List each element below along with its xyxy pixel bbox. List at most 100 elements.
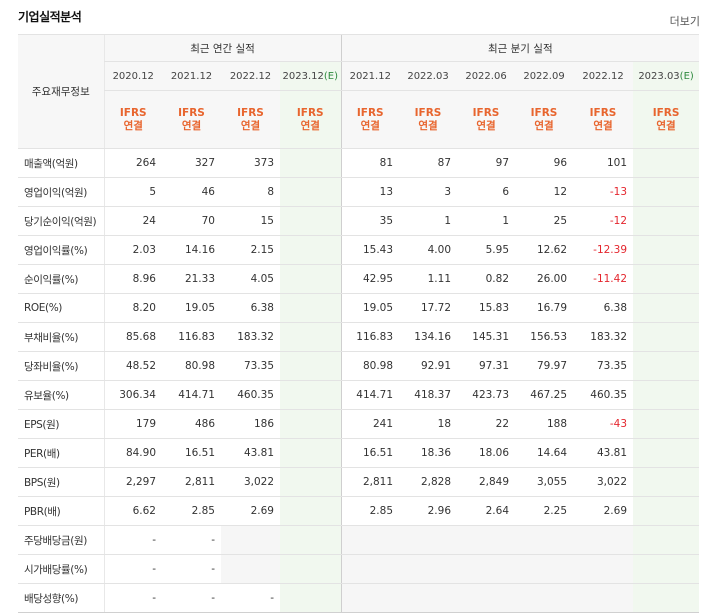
table-cell: 19.05 xyxy=(340,293,400,323)
row-label: 부채비율(%) xyxy=(18,322,104,352)
table-cell xyxy=(633,322,700,352)
table-cell xyxy=(573,525,634,555)
table-cell xyxy=(633,264,700,294)
table-cell xyxy=(515,554,574,584)
table-cell xyxy=(280,467,342,497)
row-label: 유보율(%) xyxy=(18,380,104,410)
table-cell: 2.15 xyxy=(221,235,280,265)
table-cell: 73.35 xyxy=(221,351,280,381)
table-cell xyxy=(280,438,342,468)
table-cell: 42.95 xyxy=(340,264,400,294)
table-cell: -43 xyxy=(573,409,634,439)
consolidated-label: 연결 xyxy=(123,119,143,132)
table-cell: 81 xyxy=(340,148,400,178)
table-row: 영업이익(억원) 5 46 8 13 3 6 12 -13 xyxy=(18,177,700,207)
table-cell: 2.69 xyxy=(573,496,634,526)
row-label: ROE(%) xyxy=(18,293,104,323)
table-cell: 414.71 xyxy=(340,380,400,410)
table-cell: 156.53 xyxy=(515,322,574,352)
table-cell xyxy=(633,496,700,526)
table-cell: 264 xyxy=(103,148,162,178)
table-cell: 14.16 xyxy=(162,235,221,265)
table-cell: - xyxy=(162,583,221,613)
consolidated-label: 연결 xyxy=(418,119,438,132)
ifrs-header: IFRS 연결 xyxy=(515,90,574,149)
table-cell: 116.83 xyxy=(340,322,400,352)
table-cell: 5.95 xyxy=(457,235,516,265)
table-cell: 84.90 xyxy=(103,438,162,468)
ifrs-header: IFRS 연결 xyxy=(103,90,162,149)
table-cell: - xyxy=(162,554,221,584)
table-cell: 241 xyxy=(340,409,400,439)
period-label: 2023.12 xyxy=(282,70,324,82)
table-cell xyxy=(221,554,280,584)
table-cell: 486 xyxy=(162,409,221,439)
row-label: PER(배) xyxy=(18,438,104,468)
table-cell: 85.68 xyxy=(103,322,162,352)
table-cell: -12.39 xyxy=(573,235,634,265)
table-cell: 16.79 xyxy=(515,293,574,323)
ifrs-label: IFRS xyxy=(530,106,558,119)
table-cell xyxy=(633,467,700,497)
ifrs-label: IFRS xyxy=(589,106,617,119)
row-label: 당기순이익(억원) xyxy=(18,206,104,236)
table-cell xyxy=(280,293,342,323)
table-cell xyxy=(633,554,700,584)
ifrs-label: IFRS xyxy=(652,106,680,119)
table-row: 당기순이익(억원) 24 70 15 35 1 1 25 -12 xyxy=(18,206,700,236)
table-cell xyxy=(280,525,342,555)
table-cell xyxy=(280,351,342,381)
table-cell: -11.42 xyxy=(573,264,634,294)
ifrs-label: IFRS xyxy=(296,106,324,119)
table-cell: 2,828 xyxy=(399,467,458,497)
row-label: 배당성향(%) xyxy=(18,583,104,613)
table-cell: 18 xyxy=(399,409,458,439)
period-header: 2021.12 xyxy=(340,61,400,91)
period-label: 2020.12 xyxy=(112,70,154,82)
table-cell xyxy=(633,525,700,555)
table-cell: 101 xyxy=(573,148,634,178)
table-cell: 373 xyxy=(221,148,280,178)
table-cell: 43.81 xyxy=(573,438,634,468)
period-header: 2021.12 xyxy=(162,61,221,91)
table-cell xyxy=(573,554,634,584)
table-cell: 14.64 xyxy=(515,438,574,468)
table-cell: 97.31 xyxy=(457,351,516,381)
table-cell xyxy=(280,206,342,236)
period-label: 2021.12 xyxy=(349,70,391,82)
consolidated-label: 연결 xyxy=(181,119,202,132)
table-cell: 43.81 xyxy=(221,438,280,468)
row-label: 당좌비율(%) xyxy=(18,351,104,381)
table-cell xyxy=(457,525,516,555)
table-cell: 26.00 xyxy=(515,264,574,294)
ifrs-header: IFRS 연결 xyxy=(162,90,221,149)
table-row: PBR(배) 6.62 2.85 2.69 2.85 2.96 2.64 2.25 2.69 xyxy=(18,496,700,526)
table-cell xyxy=(340,583,400,613)
section-header: 기업실적분석 더보기 xyxy=(0,0,716,34)
table-row: 순이익률(%) 8.96 21.33 4.05 42.95 1.11 0.82 26.00 -1… xyxy=(18,264,700,294)
table-cell: 24 xyxy=(103,206,162,236)
period-label: 2022.12 xyxy=(229,70,272,82)
ifrs-header: IFRS 연결 xyxy=(457,90,516,149)
table-cell xyxy=(221,525,280,555)
table-cell: - xyxy=(103,554,162,584)
table-cell xyxy=(280,583,342,613)
table-cell xyxy=(515,525,574,555)
more-link[interactable]: 더보기 xyxy=(669,15,700,28)
table-cell: 25 xyxy=(515,206,574,236)
table-cell: 15.83 xyxy=(457,293,516,323)
table-cell: 8 xyxy=(221,177,280,207)
corner-header: 주요재무정보 xyxy=(18,34,104,149)
table-cell: 8.20 xyxy=(103,293,162,323)
table-row: 매출액(억원) 264 327 373 81 87 97 96 101 xyxy=(18,148,700,178)
table-cell xyxy=(280,235,342,265)
table-cell xyxy=(280,264,342,294)
table-cell: 3 xyxy=(399,177,458,207)
table-cell: 16.51 xyxy=(162,438,221,468)
table-cell: 2,811 xyxy=(162,467,221,497)
table-cell: 8.96 xyxy=(103,264,162,294)
table-cell: 2.96 xyxy=(399,496,458,526)
table-cell: 6 xyxy=(457,177,516,207)
period-header: 2022.06 xyxy=(457,61,516,91)
table-cell: 460.35 xyxy=(221,380,280,410)
